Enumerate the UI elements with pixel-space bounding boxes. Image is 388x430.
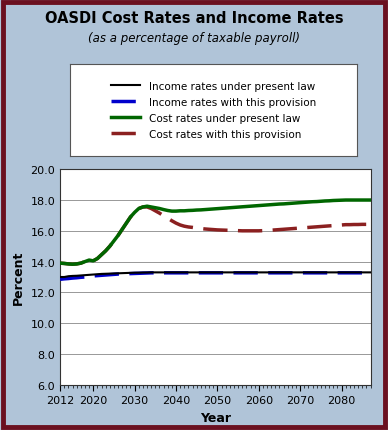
X-axis label: Year: Year — [200, 411, 231, 424]
Legend: Income rates under present law, Income rates with this provision, Cost rates und: Income rates under present law, Income r… — [108, 79, 319, 143]
Y-axis label: Percent: Percent — [12, 250, 25, 304]
Text: (as a percentage of taxable payroll): (as a percentage of taxable payroll) — [88, 32, 300, 45]
Text: OASDI Cost Rates and Income Rates: OASDI Cost Rates and Income Rates — [45, 11, 343, 26]
